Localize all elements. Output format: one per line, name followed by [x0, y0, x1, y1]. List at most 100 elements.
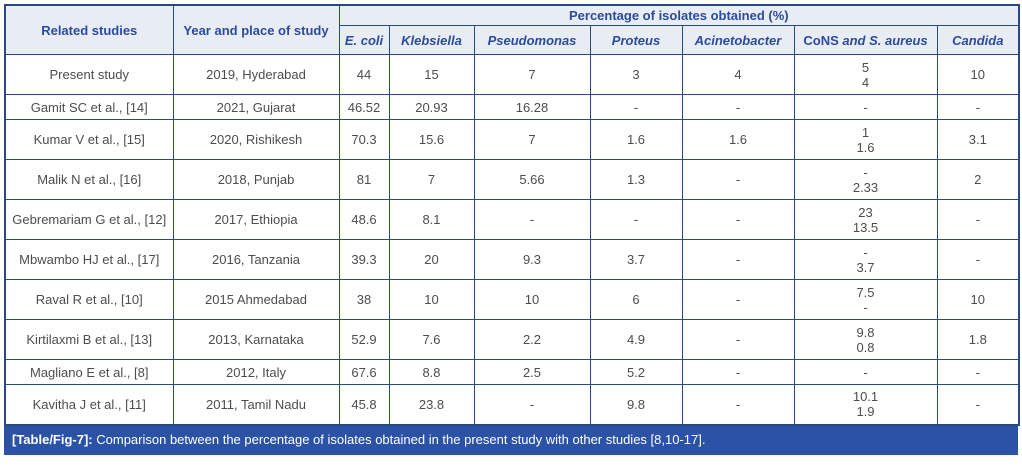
study-name-cell: Kumar V et al., [15]	[4, 119, 174, 160]
table-header: Related studies Year and place of study …	[4, 4, 1020, 55]
value-cell: -	[473, 199, 591, 240]
value-cell: 9.8 0.8	[793, 319, 938, 360]
value-cell: 2	[936, 159, 1020, 200]
value-cell: 10	[473, 279, 591, 320]
value-cell: 9.8	[589, 384, 683, 425]
value-cell: 20	[388, 239, 475, 280]
value-cell: -	[793, 359, 938, 385]
value-cell: 48.6	[338, 199, 390, 240]
header-klebsiella: Klebsiella	[388, 25, 475, 55]
value-cell: 2.5	[473, 359, 591, 385]
value-cell: -	[473, 384, 591, 425]
value-cell: 7	[473, 54, 591, 95]
value-cell: -	[936, 239, 1020, 280]
value-cell: -	[936, 94, 1020, 120]
value-cell: - 3.7	[793, 239, 938, 280]
value-cell: 7.6	[388, 319, 475, 360]
table-row: Malik N et al., [16] 2018, Punjab 81 7 5.66 1…	[4, 159, 1020, 200]
study-name-cell: Malik N et al., [16]	[4, 159, 174, 200]
value-cell: 3	[589, 54, 683, 95]
value-cell: -	[681, 384, 795, 425]
study-name-cell: Raval R et al., [10]	[4, 279, 174, 320]
header-candida: Candida	[936, 25, 1020, 55]
study-name-cell: Magliano E et al., [8]	[4, 359, 174, 385]
table-row: Gebremariam G et al., [12] 2017, Ethiopia…	[4, 199, 1020, 240]
value-cell: 1.3	[589, 159, 683, 200]
header-acinetobacter: Acinetobacter	[681, 25, 795, 55]
value-cell: 4	[681, 54, 795, 95]
value-cell: 1.6	[681, 119, 795, 160]
table-row: Kavitha J et al., [11] 2011, Tamil Nadu 45…	[4, 384, 1020, 425]
value-cell: 5 4	[793, 54, 938, 95]
year-place-cell: 2012, Italy	[172, 359, 340, 385]
year-place-cell: 2015 Ahmedabad	[172, 279, 340, 320]
value-cell: -	[681, 159, 795, 200]
value-cell: 81	[338, 159, 390, 200]
value-cell: 15	[388, 54, 475, 95]
value-cell: -	[681, 239, 795, 280]
isolates-comparison-table: Related studies Year and place of study …	[4, 4, 1021, 426]
value-cell: 1.8	[936, 319, 1020, 360]
value-cell: 38	[338, 279, 390, 320]
header-percentage-span: Percentage of isolates obtained (%)	[338, 4, 1020, 26]
value-cell: 45.8	[338, 384, 390, 425]
value-cell: 2.2	[473, 319, 591, 360]
table-row: Raval R et al., [10] 2015 Ahmedabad 38 10 10…	[4, 279, 1020, 320]
year-place-cell: 2013, Karnataka	[172, 319, 340, 360]
value-cell: - 2.33	[793, 159, 938, 200]
value-cell: -	[681, 319, 795, 360]
value-cell: 39.3	[338, 239, 390, 280]
year-place-cell: 2016, Tanzania	[172, 239, 340, 280]
table-row: Mbwambo HJ et al., [17] 2016, Tanzania 39.…	[4, 239, 1020, 280]
header-year-place: Year and place of study	[172, 4, 340, 55]
value-cell: 44	[338, 54, 390, 95]
value-cell: 5.2	[589, 359, 683, 385]
study-name-cell: Mbwambo HJ et al., [17]	[4, 239, 174, 280]
value-cell: -	[936, 199, 1020, 240]
table-row: Magliano E et al., [8] 2012, Italy 67.6 8.8…	[4, 359, 1020, 385]
value-cell: -	[681, 199, 795, 240]
value-cell: -	[589, 94, 683, 120]
value-cell: -	[681, 359, 795, 385]
value-cell: 52.9	[338, 319, 390, 360]
value-cell: -	[793, 94, 938, 120]
value-cell: 4.9	[589, 319, 683, 360]
value-cell: 3.7	[589, 239, 683, 280]
value-cell: -	[681, 94, 795, 120]
value-cell: 3.1	[936, 119, 1020, 160]
value-cell: 1 1.6	[793, 119, 938, 160]
value-cell: 10	[936, 54, 1020, 95]
value-cell: 46.52	[338, 94, 390, 120]
value-cell: -	[936, 359, 1020, 385]
header-cons-italic: and S. aureus	[842, 32, 928, 48]
study-name-cell: Kirtilaxmi B et al., [13]	[4, 319, 174, 360]
value-cell: 23.8	[388, 384, 475, 425]
table-body: Present study 2019, Hyderabad 44 15 7 3 4 5 4 10…	[4, 54, 1020, 425]
header-e-coli: E. coli	[338, 25, 390, 55]
study-name-cell: Gebremariam G et al., [12]	[4, 199, 174, 240]
value-cell: 8.1	[388, 199, 475, 240]
value-cell: 23 13.5	[793, 199, 938, 240]
year-place-cell: 2017, Ethiopia	[172, 199, 340, 240]
caption-label: [Table/Fig-7]:	[12, 431, 93, 447]
header-proteus: Proteus	[589, 25, 683, 55]
value-cell: 20.93	[388, 94, 475, 120]
header-related-studies: Related studies	[4, 4, 174, 55]
year-place-cell: 2021, Gujarat	[172, 94, 340, 120]
table-row: Gamit SC et al., [14] 2021, Gujarat 46.52 2…	[4, 94, 1020, 120]
value-cell: 7	[473, 119, 591, 160]
value-cell: 67.6	[338, 359, 390, 385]
header-cons-plain: CoNS	[803, 32, 843, 48]
study-name-cell: Kavitha J et al., [11]	[4, 384, 174, 425]
table-caption: [Table/Fig-7]: Comparison between the pe…	[4, 425, 1018, 455]
value-cell: 1.6	[589, 119, 683, 160]
value-cell: 9.3	[473, 239, 591, 280]
value-cell: -	[681, 279, 795, 320]
study-name-cell: Gamit SC et al., [14]	[4, 94, 174, 120]
table-row: Kumar V et al., [15] 2020, Rishikesh 70.3 1…	[4, 119, 1020, 160]
table-row: Kirtilaxmi B et al., [13] 2013, Karnataka…	[4, 319, 1020, 360]
value-cell: 16.28	[473, 94, 591, 120]
year-place-cell: 2019, Hyderabad	[172, 54, 340, 95]
study-name-cell: Present study	[4, 54, 174, 95]
